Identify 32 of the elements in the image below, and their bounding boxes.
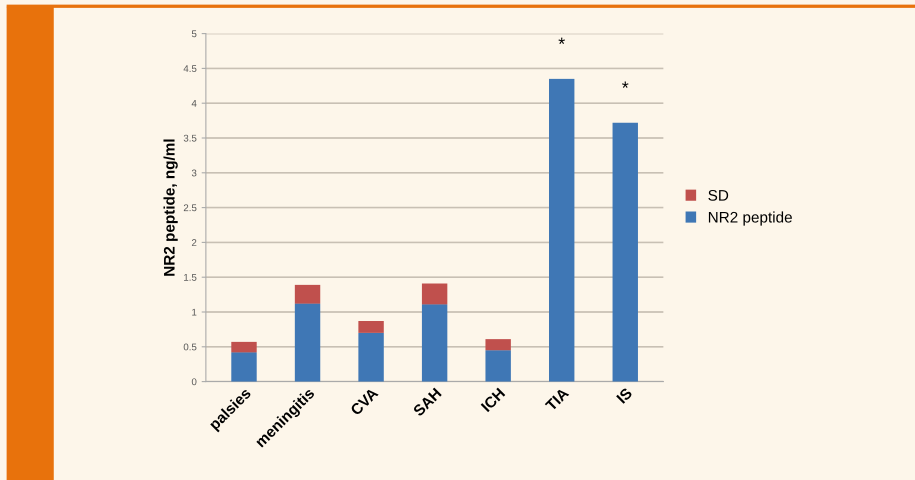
legend-label: SD — [708, 190, 728, 201]
y-tick-label: 4 — [192, 100, 197, 107]
bar — [485, 339, 511, 350]
bar — [231, 342, 257, 352]
y-tick-label: 2 — [192, 239, 196, 246]
x-tick-label: ICH — [480, 387, 506, 412]
y-axis-title: NR2 peptide, ng/ml — [163, 140, 178, 276]
bar — [422, 304, 448, 382]
y-tick-label: 4.5 — [184, 65, 196, 72]
x-tick-label: IS — [616, 387, 633, 404]
legend-label: NR2 peptide — [708, 211, 792, 226]
bar — [358, 332, 384, 382]
y-tick-label: 5 — [192, 30, 196, 38]
x-tick-label: TIA — [544, 387, 570, 412]
bar — [294, 304, 320, 382]
y-tick-label: 1.5 — [184, 274, 196, 281]
y-tick-label: 0.5 — [184, 344, 196, 350]
annotation: * — [622, 82, 628, 88]
bar — [358, 321, 384, 333]
annotation: * — [558, 38, 565, 44]
y-tick-label: 0 — [192, 378, 196, 386]
bar — [485, 350, 511, 382]
bar — [231, 352, 257, 382]
bar — [612, 122, 638, 382]
x-tick-label: CVA — [350, 387, 379, 416]
y-tick-label: 3.5 — [184, 134, 196, 142]
bar — [294, 284, 320, 304]
y-tick-label: 2.5 — [184, 204, 196, 212]
bar — [549, 78, 574, 382]
y-tick-label: 1 — [192, 308, 196, 316]
y-tick-label: 3 — [192, 170, 196, 176]
bar — [422, 283, 448, 304]
